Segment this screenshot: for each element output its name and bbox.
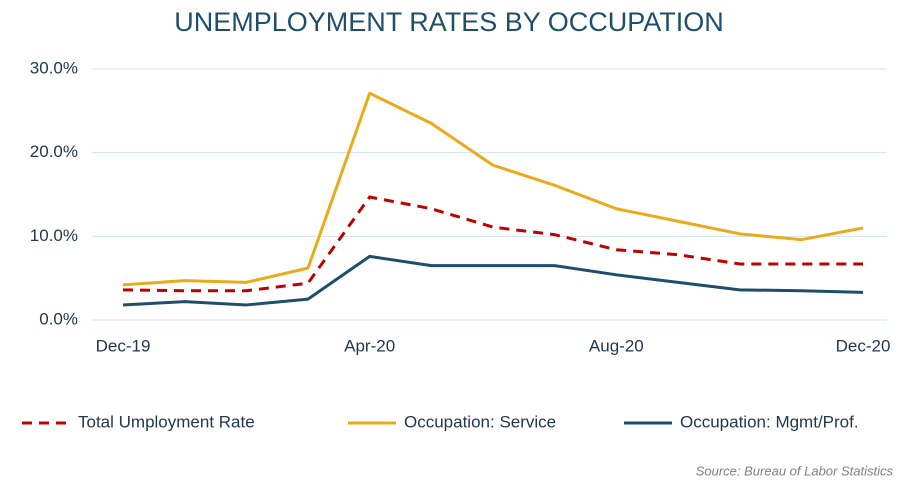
legend-label: Total Umployment Rate [78,412,255,431]
chart-title: UNEMPLOYMENT RATES BY OCCUPATION [174,7,724,37]
y-tick-label: 20.0% [30,142,78,161]
y-tick-label: 10.0% [30,226,78,245]
y-tick-label: 30.0% [30,58,78,77]
legend-label: Occupation: Service [404,412,556,431]
x-tick-label: Dec-19 [96,336,151,355]
y-tick-label: 0.0% [39,309,78,328]
series-line [122,91,864,287]
source-note: Source: Bureau of Labor Statistics [696,463,894,478]
legend-label: Occupation: Mgmt/Prof. [680,412,859,431]
series-line [122,195,863,293]
x-tick-label: Aug-20 [589,336,644,355]
series-line [122,254,864,307]
x-tick-label: Apr-20 [344,336,395,355]
x-tick-label: Dec-20 [836,336,891,355]
